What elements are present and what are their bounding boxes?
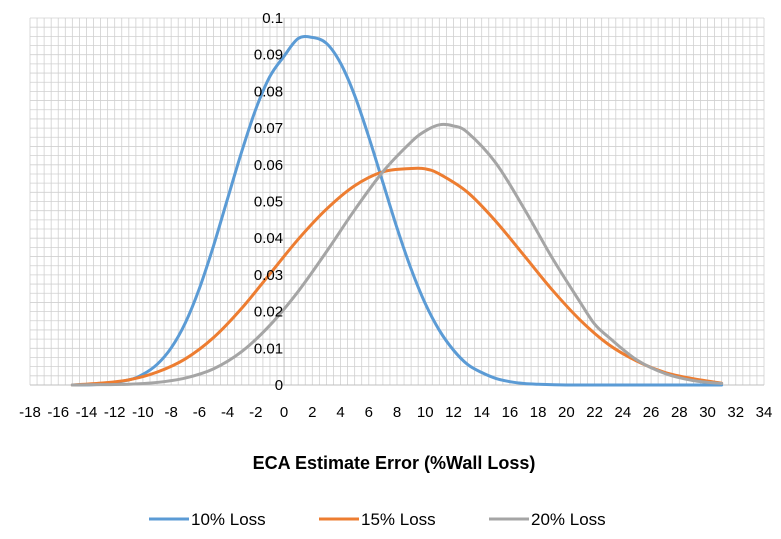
y-tick-label: 0.04 (254, 230, 283, 247)
x-tick-label: -6 (193, 404, 206, 421)
x-tick-label: 32 (727, 404, 744, 421)
legend-label-2: 15% Loss (361, 510, 436, 529)
x-tick-label: 30 (699, 404, 716, 421)
y-tick-label: 0.03 (254, 267, 283, 284)
x-tick-label: -16 (47, 404, 69, 421)
y-tick-label: 0.08 (254, 83, 283, 100)
x-tick-label: 26 (643, 404, 660, 421)
x-tick-label: 10 (417, 404, 434, 421)
y-tick-label: 0 (275, 377, 283, 394)
x-tick-label: 14 (473, 404, 490, 421)
x-tick-label: -4 (221, 404, 234, 421)
series-line-2 (70, 166, 724, 387)
y-tick-label: 0.1 (262, 10, 283, 27)
y-tick-labels: 0 0.01 0.02 0.03 0.04 0.05 0.06 0.07 0.08 0.09 0.1 (254, 10, 283, 394)
y-tick-label: 0.05 (254, 194, 283, 211)
y-tick-label: 0.06 (254, 157, 283, 174)
x-tick-label: 2 (308, 404, 316, 421)
x-tick-label: 22 (586, 404, 603, 421)
y-tick-label: 0.01 (254, 340, 283, 357)
x-tick-label: 0 (280, 404, 288, 421)
x-tick-label: -2 (249, 404, 262, 421)
x-tick-label: -8 (164, 404, 177, 421)
x-tick-label: -12 (104, 404, 126, 421)
series-lines (70, 35, 724, 387)
x-tick-labels: -18 -16 -14 -12 -10 -8 -6 -4 -2 0 2 4 6 8 10 12 14 16 18 20… (19, 404, 772, 421)
x-tick-label: 28 (671, 404, 688, 421)
x-tick-label: -14 (76, 404, 98, 421)
series-line-3 (70, 122, 724, 387)
x-tick-label: 6 (365, 404, 373, 421)
x-tick-label: 34 (756, 404, 773, 421)
x-tick-label: -18 (19, 404, 41, 421)
x-tick-label: 8 (393, 404, 401, 421)
y-tick-label: 0.09 (254, 47, 283, 64)
x-tick-label: 12 (445, 404, 462, 421)
x-tick-label: 24 (615, 404, 632, 421)
y-tick-label: 0.07 (254, 120, 283, 137)
x-tick-label: 4 (336, 404, 344, 421)
x-axis-title: ECA Estimate Error (%Wall Loss) (253, 453, 536, 473)
x-tick-label: -10 (132, 404, 154, 421)
x-tick-label: 16 (502, 404, 519, 421)
x-tick-label: 18 (530, 404, 547, 421)
legend-label-1: 10% Loss (191, 510, 266, 529)
gridlines (29, 17, 765, 386)
series-line-1 (70, 35, 724, 387)
x-tick-label: 20 (558, 404, 575, 421)
legend-label-3: 20% Loss (531, 510, 606, 529)
y-tick-label: 0.02 (254, 304, 283, 321)
legend: 10% Loss 15% Loss 20% Loss (149, 510, 606, 529)
